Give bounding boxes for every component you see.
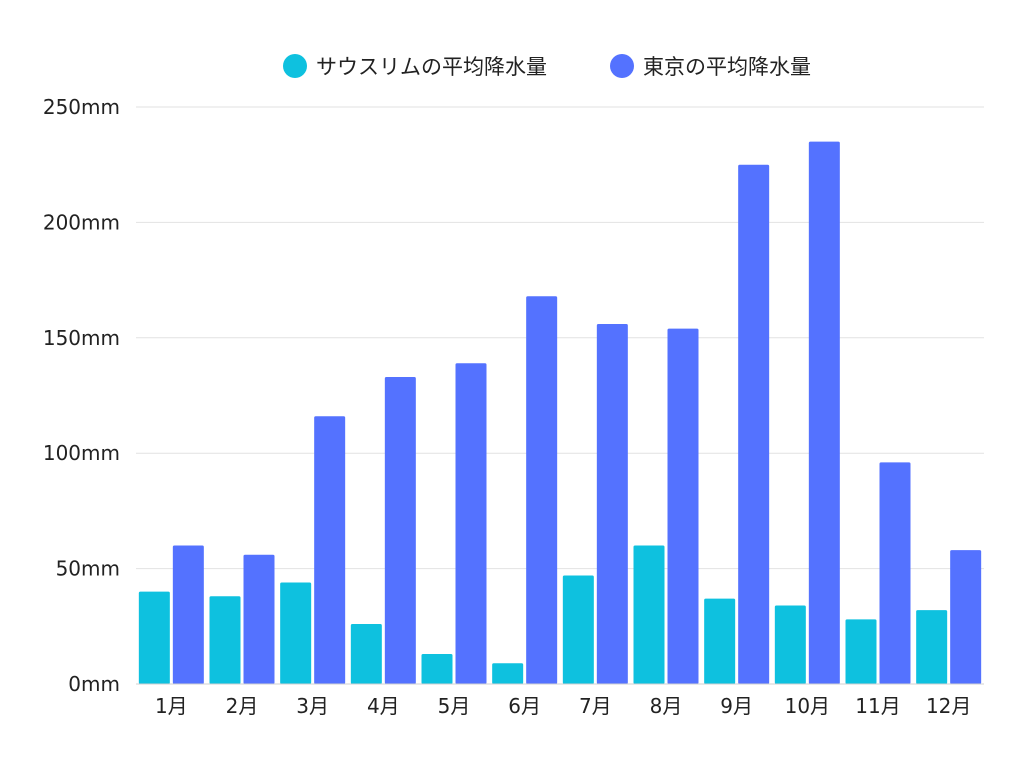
x-tick-label: 1月	[155, 694, 188, 718]
y-tick-label: 100mm	[43, 441, 120, 465]
y-tick-label: 150mm	[43, 326, 120, 350]
bar-tokyo	[738, 164, 770, 684]
x-tick-label: 4月	[367, 694, 400, 718]
bar-tokyo	[667, 328, 699, 684]
bar-tokyo	[314, 416, 346, 684]
y-tick-label: 200mm	[43, 210, 120, 234]
bar-tokyo	[526, 296, 558, 684]
bar-south-rim	[350, 623, 382, 684]
legend-marker-tokyo	[610, 54, 634, 78]
legend-marker-south-rim	[283, 54, 307, 78]
x-tick-label: 6月	[508, 694, 541, 718]
y-tick-label: 250mm	[43, 95, 120, 119]
bar-tokyo	[384, 377, 416, 684]
legend-label-south-rim: サウスリムの平均降水量	[316, 55, 547, 79]
bar-tokyo	[808, 141, 840, 684]
bar-south-rim	[209, 596, 241, 684]
bar-south-rim	[492, 663, 524, 684]
bar-tokyo	[172, 545, 204, 684]
y-gridlines	[136, 106, 984, 570]
bar-south-rim	[421, 653, 453, 684]
x-tick-label: 11月	[855, 694, 900, 718]
legend: サウスリムの平均降水量 東京の平均降水量	[283, 54, 811, 79]
bar-south-rim	[138, 591, 170, 684]
bar-tokyo	[596, 323, 628, 684]
bar-south-rim	[633, 545, 665, 684]
x-tick-label: 8月	[650, 694, 683, 718]
bar-south-rim	[916, 610, 948, 684]
bar-south-rim	[562, 575, 594, 684]
bars	[138, 141, 982, 684]
y-tick-label: 0mm	[68, 672, 120, 696]
bar-tokyo	[879, 462, 911, 684]
bar-south-rim	[774, 605, 806, 684]
y-tick-label: 50mm	[56, 557, 120, 581]
x-tick-label: 12月	[926, 694, 971, 718]
x-tick-label: 2月	[226, 694, 259, 718]
bar-south-rim	[280, 582, 312, 684]
x-tick-label: 3月	[296, 694, 329, 718]
x-tick-label: 7月	[579, 694, 612, 718]
x-tick-label: 9月	[720, 694, 753, 718]
legend-label-tokyo: 東京の平均降水量	[643, 55, 811, 79]
bar-south-rim	[704, 598, 736, 684]
y-axis: 0mm 50mm 100mm 150mm 200mm 250mm	[43, 95, 120, 696]
x-axis: 1月 2月 3月 4月 5月 6月 7月 8月 9月 10月 11月 12月	[136, 683, 984, 718]
bar-south-rim	[845, 619, 877, 684]
bar-tokyo	[455, 363, 487, 684]
x-tick-label: 10月	[785, 694, 830, 718]
x-tick-label: 5月	[438, 694, 471, 718]
bar-tokyo	[243, 554, 275, 684]
bar-tokyo	[950, 550, 982, 684]
